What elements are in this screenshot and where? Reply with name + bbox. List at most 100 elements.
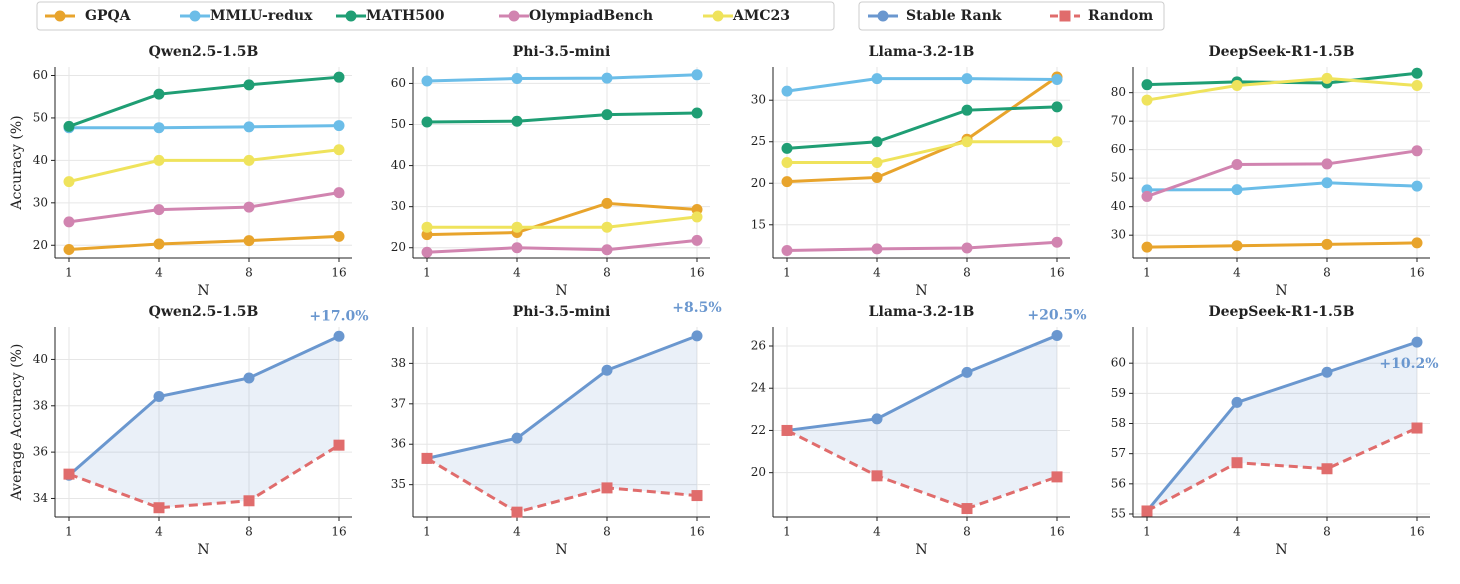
x-tick-label: 16 (689, 525, 704, 539)
data-point (961, 136, 973, 148)
x-tick-label: 8 (1323, 525, 1331, 539)
legend-box (858, 1, 1165, 31)
x-tick-label: 1 (1143, 266, 1151, 280)
legend-label: Stable Rank (906, 8, 1002, 24)
data-point (153, 204, 165, 216)
y-tick-label: 20 (751, 176, 766, 190)
series-line (1146, 181, 1418, 192)
data-point (871, 157, 883, 168)
series-line (1146, 426, 1418, 513)
annotation: +10.2% (1379, 356, 1438, 372)
y-tick-label: 20 (33, 238, 48, 252)
series-line (68, 443, 340, 510)
x-tick-label: 1 (783, 525, 791, 539)
x-tick-label: 4 (155, 266, 163, 280)
x-tick-label: 4 (1233, 525, 1241, 539)
y-tick-label: 60 (1111, 356, 1126, 370)
x-tick-label: 8 (245, 266, 253, 280)
y-tick-label: 15 (751, 217, 766, 231)
x-tick-label: 16 (689, 266, 704, 280)
data-point (1321, 463, 1333, 475)
y-tick-label: 36 (33, 445, 48, 459)
x-tick-label: 16 (1049, 525, 1064, 539)
legend-label: GPQA (85, 8, 132, 24)
chart-title: Phi-3.5-mini (513, 44, 611, 60)
data-point (333, 230, 345, 242)
x-tick-label: 8 (963, 266, 971, 280)
x-tick-label: 4 (513, 525, 521, 539)
data-point (781, 176, 793, 188)
y-tick-label: 26 (751, 339, 766, 353)
legend-box (36, 1, 835, 31)
data-point (153, 88, 165, 100)
series-line (786, 429, 1058, 511)
x-axis-label: N (915, 542, 927, 558)
x-tick-label: 8 (963, 525, 971, 539)
y-tick-label: 80 (1111, 85, 1126, 99)
y-tick-label: 36 (391, 437, 406, 451)
data-point (243, 495, 255, 507)
y-tick-label: 60 (1111, 142, 1126, 156)
legend-label: MATH500 (366, 8, 445, 24)
data-point (1231, 184, 1243, 196)
data-point (333, 330, 345, 342)
series-line (426, 73, 698, 83)
data-point (601, 482, 613, 494)
data-point (421, 221, 433, 233)
x-tick-label: 8 (1323, 266, 1331, 280)
data-point (781, 245, 793, 257)
data-point (1051, 329, 1063, 341)
data-point (691, 107, 703, 119)
series-line (426, 334, 698, 460)
data-point (961, 73, 973, 85)
data-point (691, 490, 703, 502)
x-tick-label: 1 (423, 525, 431, 539)
data-point (1051, 73, 1063, 85)
y-axis-label: Accuracy (%) (9, 115, 25, 210)
series-line (68, 234, 340, 252)
data-point (1321, 72, 1333, 84)
y-tick-label: 60 (33, 68, 48, 82)
data-point (601, 72, 613, 84)
data-point (243, 154, 255, 166)
data-point (601, 197, 613, 209)
y-tick-label: 50 (1111, 171, 1126, 185)
data-point (961, 104, 973, 116)
legend-label: MMLU-redux (210, 8, 313, 24)
legend-marker (712, 10, 724, 22)
legend-marker (508, 10, 520, 22)
data-point (511, 242, 523, 254)
x-axis-label: N (1275, 283, 1287, 299)
y-tick-label: 22 (751, 423, 766, 437)
series-line (1145, 340, 1418, 512)
data-point (1051, 101, 1063, 113)
data-point (601, 221, 613, 233)
series-line (1146, 149, 1418, 198)
data-point (243, 121, 255, 133)
data-point (511, 506, 523, 518)
chart-title: Qwen2.5-1.5B (149, 44, 259, 60)
annotation: +20.5% (1027, 307, 1086, 323)
data-point (1141, 79, 1153, 91)
data-point (1321, 238, 1333, 250)
data-point (961, 366, 973, 378)
y-tick-label: 40 (33, 153, 48, 167)
x-tick-label: 8 (245, 525, 253, 539)
chart-title: Qwen2.5-1.5B (149, 304, 259, 320)
series-line (786, 240, 1058, 253)
series-line (68, 191, 340, 224)
data-point (871, 171, 883, 183)
y-tick-label: 20 (391, 240, 406, 254)
series-line (426, 457, 698, 514)
data-point (601, 244, 613, 256)
y-tick-label: 40 (391, 158, 406, 172)
x-axis-label: N (555, 542, 567, 558)
data-point (871, 243, 883, 255)
data-point (333, 144, 345, 156)
data-point (63, 176, 75, 188)
y-tick-label: 34 (33, 491, 49, 505)
data-point (243, 201, 255, 213)
annotation: +8.5% (672, 300, 721, 316)
x-tick-label: 1 (423, 266, 431, 280)
